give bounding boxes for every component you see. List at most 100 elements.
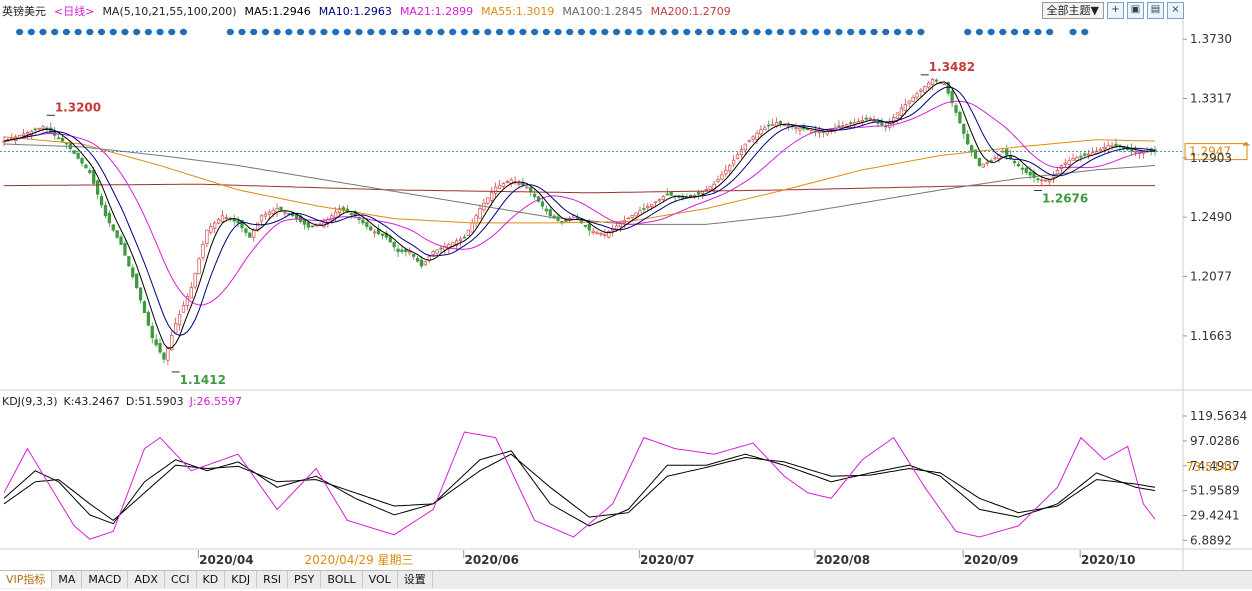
symbol-label: 英镑美元: [2, 5, 46, 18]
period-label[interactable]: <日线>: [54, 5, 95, 18]
theme-select-button[interactable]: 全部主题▼: [1041, 2, 1104, 19]
ma200-line: [4, 183, 1155, 194]
candle-body: [739, 149, 744, 156]
ma-params: MA(5,10,21,55,100,200): [102, 5, 237, 18]
candle-body: [669, 191, 673, 196]
candle-body: [99, 196, 104, 206]
signal-dot: [917, 28, 925, 36]
candle-body: [131, 267, 135, 278]
price-tick-label: 1.1663: [1190, 329, 1232, 343]
signal-dot: [1034, 28, 1042, 36]
candle-body: [837, 125, 841, 128]
signal-dot: [612, 28, 621, 36]
ma21-value: MA21:1.2899: [399, 5, 474, 18]
tab-rsi[interactable]: RSI: [257, 571, 289, 588]
tab-kdj[interactable]: KDJ: [225, 571, 258, 588]
candle-body: [548, 209, 552, 217]
candle-body: [478, 208, 482, 219]
tab-vip[interactable]: VIP指标: [0, 571, 53, 588]
tab-ma[interactable]: MA: [52, 571, 83, 588]
chart-icon[interactable]: ▤: [1147, 2, 1164, 19]
candle-body: [423, 260, 428, 266]
close-icon[interactable]: ×: [1167, 2, 1184, 19]
signal-dot: [156, 28, 164, 36]
signal-dot: [296, 28, 305, 36]
tab-macd[interactable]: MACD: [82, 571, 129, 588]
signal-dot: [97, 28, 106, 36]
signal-dot: [168, 28, 176, 36]
date-tick-label: 2020/04: [199, 553, 253, 567]
candle-body: [56, 137, 61, 140]
tab-kd[interactable]: KD: [197, 571, 226, 588]
signal-dot: [905, 28, 913, 36]
candle-body: [146, 312, 151, 326]
tab-psy[interactable]: PSY: [288, 571, 322, 588]
candle-body: [252, 229, 256, 238]
candle-body: [950, 90, 954, 104]
candle-body: [181, 305, 186, 313]
candle-body: [1102, 146, 1106, 150]
candle-body: [283, 211, 287, 214]
ma5-line: [3, 81, 1155, 349]
signal-dot: [718, 28, 726, 36]
signal-dot: [27, 28, 35, 36]
tab-cci[interactable]: CCI: [165, 571, 197, 588]
signal-dot: [16, 28, 24, 36]
candle-body: [1048, 179, 1052, 183]
tab-settings[interactable]: 设置: [398, 571, 433, 588]
candle-body: [349, 213, 353, 215]
candle-body: [451, 242, 455, 248]
candle-body: [981, 163, 985, 168]
signal-dot: [273, 28, 281, 36]
candle-body: [614, 225, 619, 230]
tab-vol[interactable]: VOL: [363, 571, 398, 588]
candle-body: [271, 210, 275, 214]
signal-dot: [62, 28, 71, 36]
crosshair-icon[interactable]: +: [1107, 2, 1124, 19]
zoom-icon[interactable]: ▣: [1127, 2, 1144, 19]
candle-body: [205, 229, 209, 244]
candle-body: [657, 198, 662, 202]
candle-body: [310, 225, 314, 228]
candle-body: [458, 238, 463, 242]
candle-body: [486, 197, 490, 204]
signal-dot: [776, 28, 785, 36]
signal-dot: [999, 28, 1007, 36]
candle-body: [973, 149, 978, 159]
candle-body: [80, 158, 84, 164]
candle-body: [279, 206, 283, 211]
tab-boll[interactable]: BOLL: [321, 571, 363, 588]
signal-dot: [144, 28, 152, 36]
signal-dot: [74, 28, 82, 36]
kdj-tick-label: 74.4937: [1190, 459, 1240, 473]
candle-body: [845, 124, 849, 127]
candle-body: [891, 117, 896, 123]
candle-body: [903, 104, 907, 111]
candle-body: [263, 213, 268, 217]
candle-body: [2, 140, 6, 143]
candle-body: [76, 152, 80, 159]
signal-dot: [601, 28, 609, 36]
candle-body: [1044, 179, 1048, 182]
tab-adx[interactable]: ADX: [128, 571, 165, 588]
candle-body: [209, 226, 213, 233]
extreme-label: 1.2676: [1042, 192, 1088, 206]
candle-body: [236, 219, 240, 224]
candle-body: [985, 162, 989, 165]
candle-body: [720, 174, 724, 180]
signal-dot: [823, 28, 831, 36]
candle-body: [966, 134, 970, 145]
ma5-value: MA5:1.2946: [244, 5, 311, 18]
candle-body: [404, 249, 408, 252]
candle-body: [142, 301, 147, 313]
price-tick-label: 1.2490: [1190, 210, 1232, 224]
candle-body: [361, 219, 365, 224]
candle-body: [123, 243, 127, 256]
candle-body: [919, 89, 923, 92]
signal-dot: [133, 28, 141, 36]
candle-body: [392, 241, 396, 248]
kdj-header: KDJ(9,3,3) K:43.2467 D:51.5903 J:26.5597: [2, 395, 248, 408]
candle-body: [84, 164, 88, 169]
date-tick-label: 2020/06: [464, 553, 518, 567]
signal-dot: [694, 28, 703, 36]
